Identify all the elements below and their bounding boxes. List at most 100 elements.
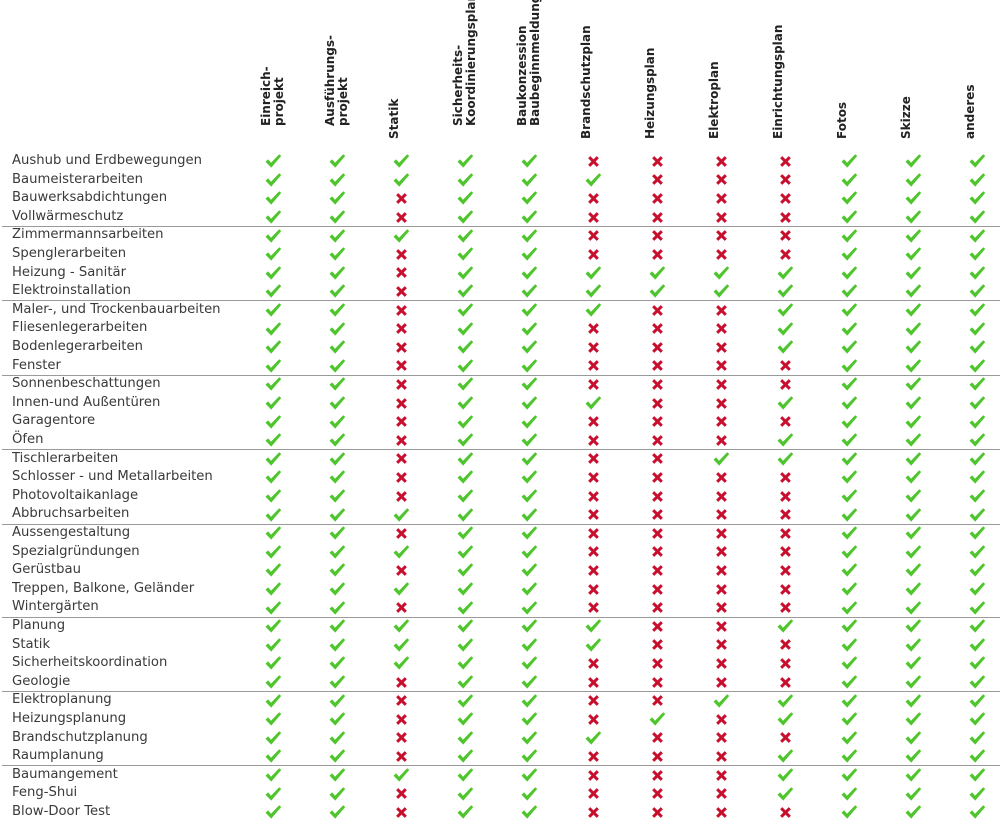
check-mark-icon xyxy=(261,319,285,338)
check-mark-icon xyxy=(261,766,285,785)
check-mark-icon xyxy=(261,208,285,227)
check-mark-icon xyxy=(965,319,989,338)
check-mark-icon xyxy=(773,301,797,320)
check-mark-icon xyxy=(965,729,989,748)
check-mark-icon xyxy=(261,171,285,190)
check-mark-icon xyxy=(901,226,925,245)
cross-mark-icon xyxy=(645,784,669,803)
check-mark-icon xyxy=(453,803,477,822)
column-header-label: Brandschutzplan xyxy=(579,25,593,139)
check-mark-icon xyxy=(965,282,989,301)
row-label: Zimmermannsarbeiten xyxy=(12,227,164,243)
check-mark-icon xyxy=(965,152,989,171)
cross-mark-icon xyxy=(389,729,413,748)
cross-mark-icon xyxy=(645,636,669,655)
cross-mark-icon xyxy=(645,524,669,543)
check-mark-icon xyxy=(901,505,925,524)
cross-mark-icon xyxy=(709,338,733,357)
check-mark-icon xyxy=(261,543,285,562)
check-mark-icon xyxy=(325,282,349,301)
check-mark-icon xyxy=(901,617,925,636)
group-divider xyxy=(2,690,1000,692)
cross-mark-icon xyxy=(389,189,413,208)
cross-mark-icon xyxy=(773,468,797,487)
check-mark-icon xyxy=(453,152,477,171)
cross-mark-icon xyxy=(645,450,669,469)
cross-mark-icon xyxy=(645,394,669,413)
cross-mark-icon xyxy=(581,375,605,394)
check-mark-icon xyxy=(901,264,925,283)
group-divider xyxy=(2,523,1000,525)
check-mark-icon xyxy=(837,394,861,413)
check-mark-icon xyxy=(325,394,349,413)
check-mark-icon xyxy=(901,171,925,190)
check-mark-icon xyxy=(901,208,925,227)
check-mark-icon xyxy=(325,450,349,469)
cross-mark-icon xyxy=(709,245,733,264)
check-mark-icon xyxy=(325,245,349,264)
check-mark-icon xyxy=(773,282,797,301)
cross-mark-icon xyxy=(389,673,413,692)
check-mark-icon xyxy=(325,617,349,636)
check-mark-icon xyxy=(965,357,989,376)
check-mark-icon xyxy=(837,654,861,673)
check-mark-icon xyxy=(581,171,605,190)
cross-mark-icon xyxy=(709,617,733,636)
check-mark-icon xyxy=(325,543,349,562)
cross-mark-icon xyxy=(773,226,797,245)
table-row: Planung xyxy=(0,617,1000,636)
check-mark-icon xyxy=(261,189,285,208)
cross-mark-icon xyxy=(773,580,797,599)
check-mark-icon xyxy=(837,543,861,562)
check-mark-icon xyxy=(261,226,285,245)
row-label: Garagentore xyxy=(12,413,96,429)
cross-mark-icon xyxy=(645,226,669,245)
table-row: Fliesenlegerarbeiten xyxy=(0,319,1000,338)
check-mark-icon xyxy=(965,636,989,655)
check-mark-icon xyxy=(965,301,989,320)
cross-mark-icon xyxy=(581,319,605,338)
row-label: Fenster xyxy=(12,357,61,373)
check-mark-icon xyxy=(517,450,541,469)
check-mark-icon xyxy=(325,636,349,655)
check-mark-icon xyxy=(517,245,541,264)
cross-mark-icon xyxy=(581,189,605,208)
group-divider xyxy=(2,300,1000,302)
check-mark-icon xyxy=(965,598,989,617)
check-mark-icon xyxy=(453,617,477,636)
cross-mark-icon xyxy=(645,487,669,506)
table-row: Öfen xyxy=(0,431,1000,450)
check-mark-icon xyxy=(837,747,861,766)
cross-mark-icon xyxy=(709,189,733,208)
table-row: Baumeisterarbeiten xyxy=(0,171,1000,190)
check-mark-icon xyxy=(901,747,925,766)
check-mark-icon xyxy=(453,524,477,543)
check-mark-icon xyxy=(773,450,797,469)
check-mark-icon xyxy=(965,245,989,264)
check-mark-icon xyxy=(837,691,861,710)
check-mark-icon xyxy=(325,357,349,376)
check-mark-icon xyxy=(581,729,605,748)
check-mark-icon xyxy=(261,282,285,301)
cross-mark-icon xyxy=(773,412,797,431)
check-mark-icon xyxy=(965,412,989,431)
row-label: Geologie xyxy=(12,673,71,689)
cross-mark-icon xyxy=(709,375,733,394)
check-mark-icon xyxy=(837,580,861,599)
cross-mark-icon xyxy=(581,654,605,673)
check-mark-icon xyxy=(837,245,861,264)
cross-mark-icon xyxy=(389,208,413,227)
cross-mark-icon xyxy=(581,710,605,729)
cross-mark-icon xyxy=(645,171,669,190)
check-mark-icon xyxy=(965,226,989,245)
check-mark-icon xyxy=(901,375,925,394)
check-mark-icon xyxy=(325,747,349,766)
check-mark-icon xyxy=(901,282,925,301)
check-mark-icon xyxy=(325,431,349,450)
cross-mark-icon xyxy=(389,301,413,320)
cross-mark-icon xyxy=(645,301,669,320)
cross-mark-icon xyxy=(389,803,413,822)
cross-mark-icon xyxy=(581,766,605,785)
check-mark-icon xyxy=(325,766,349,785)
row-label: Baumangement xyxy=(12,766,118,782)
